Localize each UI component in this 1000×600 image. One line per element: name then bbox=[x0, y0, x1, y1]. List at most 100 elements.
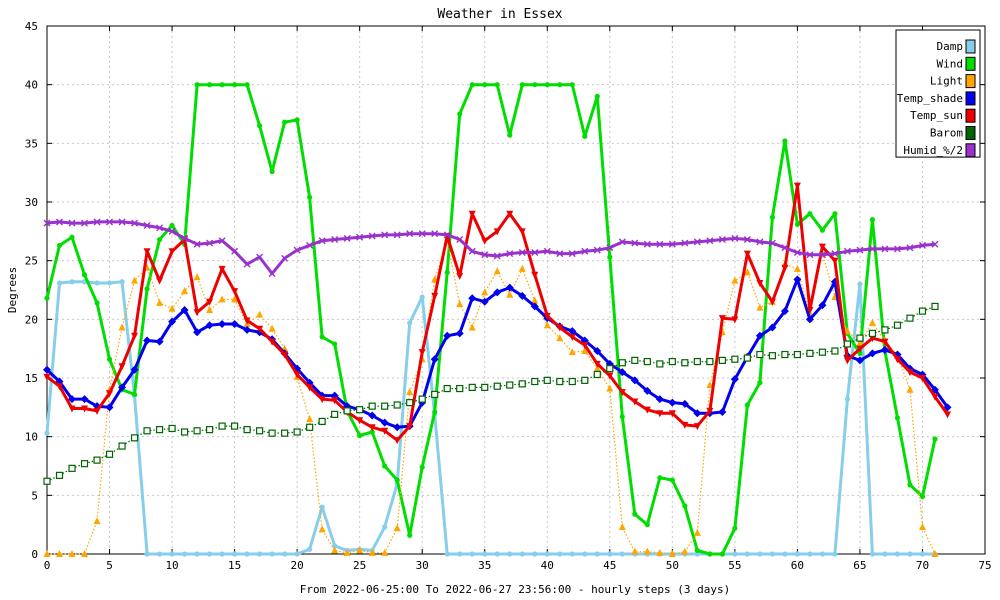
point-light bbox=[256, 310, 264, 318]
point-temp-shade bbox=[680, 399, 689, 408]
point-damp bbox=[619, 551, 625, 557]
point-humid-2 bbox=[756, 238, 764, 246]
point-humid-2 bbox=[731, 234, 739, 242]
point-light bbox=[706, 381, 714, 389]
point-wind bbox=[757, 380, 763, 386]
point-temp-sun bbox=[906, 369, 914, 377]
point-light bbox=[193, 273, 201, 281]
x-tick-label: 15 bbox=[228, 559, 241, 572]
point-temp-sun bbox=[106, 390, 114, 398]
y-tick-label: 45 bbox=[25, 20, 38, 33]
point-temp-sun bbox=[468, 210, 476, 218]
point-humid-2 bbox=[706, 237, 714, 245]
point-temp-shade bbox=[43, 365, 51, 374]
point-temp-shade bbox=[793, 275, 802, 284]
point-wind bbox=[144, 286, 150, 292]
point-damp bbox=[94, 280, 100, 286]
point-damp bbox=[244, 551, 250, 557]
point-light bbox=[468, 323, 476, 331]
point-wind bbox=[707, 551, 713, 557]
point-barom bbox=[718, 356, 726, 364]
point-humid-2 bbox=[393, 231, 401, 239]
legend-swatch bbox=[965, 56, 976, 71]
point-wind bbox=[382, 463, 388, 469]
point-humid-2 bbox=[618, 238, 626, 246]
legend-swatch bbox=[965, 126, 976, 140]
point-barom bbox=[481, 383, 489, 391]
point-damp bbox=[407, 320, 413, 326]
point-humid-2 bbox=[68, 219, 76, 227]
point-temp-sun bbox=[818, 243, 826, 251]
point-stroke bbox=[56, 218, 64, 226]
point-temp-sun bbox=[406, 423, 414, 431]
point-humid-2 bbox=[518, 248, 526, 256]
point-stroke bbox=[706, 237, 714, 245]
point-barom bbox=[293, 428, 301, 436]
point-damp bbox=[144, 551, 150, 557]
point-light bbox=[631, 547, 639, 555]
point-barom bbox=[668, 357, 676, 366]
point-wind bbox=[894, 415, 901, 421]
point-temp-sun bbox=[168, 248, 176, 256]
point-light bbox=[643, 547, 651, 555]
legend-label: Light bbox=[930, 75, 963, 88]
point-humid-2 bbox=[531, 248, 539, 256]
point-temp-sun bbox=[256, 325, 264, 333]
point-barom bbox=[356, 406, 364, 414]
x-tick-label: 70 bbox=[916, 559, 929, 572]
point-temp-shade bbox=[805, 315, 814, 324]
point-wind bbox=[494, 82, 500, 88]
point-wind bbox=[507, 132, 513, 138]
x-tick-label: 40 bbox=[541, 559, 554, 572]
point-barom bbox=[756, 350, 764, 359]
point-barom bbox=[331, 410, 339, 418]
point-wind bbox=[432, 409, 438, 415]
point-stroke bbox=[231, 247, 239, 255]
point-barom bbox=[781, 350, 789, 359]
point-temp-sun bbox=[268, 338, 276, 346]
legend-label: Barom bbox=[930, 127, 963, 140]
point-stroke bbox=[781, 244, 789, 252]
point-stroke bbox=[368, 232, 376, 240]
point-stroke bbox=[881, 245, 889, 253]
point-temp-sun bbox=[618, 389, 626, 397]
point-temp-sun bbox=[693, 423, 701, 431]
point-barom bbox=[818, 348, 827, 356]
point-humid-2 bbox=[81, 219, 89, 227]
point-humid-2 bbox=[131, 219, 139, 227]
point-damp bbox=[169, 551, 175, 557]
point-temp-sun bbox=[368, 424, 376, 432]
point-humid-2 bbox=[643, 240, 651, 248]
point-humid-2 bbox=[506, 250, 514, 258]
point-light bbox=[331, 546, 339, 554]
point-light bbox=[393, 524, 401, 532]
point-humid-2 bbox=[306, 241, 314, 249]
point-barom bbox=[231, 422, 239, 430]
point-wind bbox=[81, 272, 88, 278]
point-humid-2 bbox=[93, 218, 101, 226]
point-temp-sun bbox=[706, 407, 714, 415]
point-light bbox=[606, 384, 614, 392]
x-tick-label: 25 bbox=[353, 559, 366, 572]
point-stroke bbox=[418, 230, 426, 238]
point-wind bbox=[932, 436, 938, 442]
point-damp bbox=[544, 551, 550, 557]
point-barom bbox=[43, 477, 51, 485]
point-damp bbox=[307, 546, 313, 552]
point-temp-shade bbox=[755, 331, 764, 340]
point-light bbox=[56, 550, 64, 557]
point-stroke bbox=[193, 240, 201, 248]
point-humid-2 bbox=[181, 234, 189, 242]
point-barom bbox=[743, 354, 751, 362]
point-humid-2 bbox=[493, 252, 501, 260]
point-light bbox=[556, 334, 564, 342]
point-stroke bbox=[431, 230, 439, 238]
point-damp bbox=[882, 551, 888, 557]
point-damp bbox=[919, 551, 926, 557]
point-damp bbox=[206, 551, 213, 557]
point-barom bbox=[381, 402, 389, 410]
y-tick-label: 10 bbox=[25, 431, 38, 444]
point-temp-sun bbox=[768, 298, 776, 306]
point-stroke bbox=[343, 234, 351, 242]
point-damp bbox=[832, 551, 838, 557]
